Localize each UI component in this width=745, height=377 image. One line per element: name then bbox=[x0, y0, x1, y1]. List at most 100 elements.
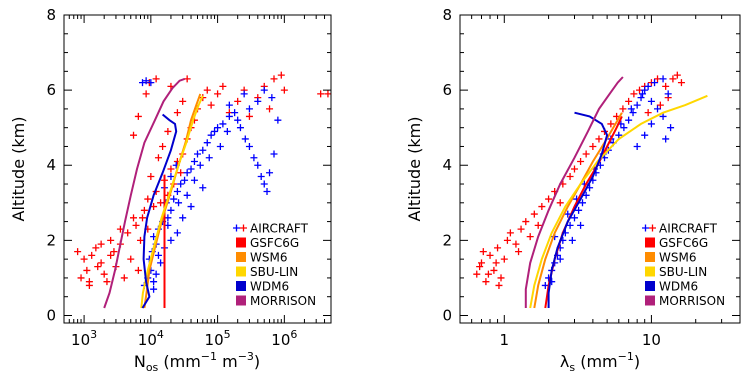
aircraft-point-und bbox=[495, 281, 503, 289]
aircraft-point-nasa bbox=[556, 255, 564, 263]
aircraft-point-und bbox=[83, 266, 91, 274]
aircraft-point-nasa bbox=[629, 109, 637, 117]
aircraft-point-nasa bbox=[254, 161, 262, 169]
aircraft-point-und bbox=[124, 229, 132, 237]
aircraft-point-nasa bbox=[179, 214, 187, 222]
aircraft-point-und bbox=[103, 278, 111, 286]
aircraft-point-nasa bbox=[167, 173, 175, 181]
aircraft-point-nasa bbox=[231, 109, 239, 117]
aircraft-point-nasa bbox=[139, 79, 147, 87]
aircraft-point-und bbox=[207, 101, 215, 109]
aircraft-point-und bbox=[266, 105, 274, 113]
y-tick-label: 0 bbox=[46, 306, 56, 324]
aircraft-point-nasa bbox=[157, 259, 165, 267]
legend-swatch-wdm6 bbox=[645, 281, 655, 291]
legend-label: WSM6 bbox=[659, 251, 696, 265]
aircraft-point-und bbox=[280, 86, 288, 94]
model-lines-group bbox=[524, 76, 708, 309]
aircraft-point-und bbox=[500, 255, 508, 263]
aircraft-point-nasa bbox=[167, 206, 175, 214]
series-line-wsm6 bbox=[533, 112, 623, 309]
legend-swatch-sbu-lin bbox=[236, 266, 246, 277]
aircraft-point-nasa bbox=[250, 154, 258, 162]
aircraft-point-und bbox=[77, 274, 85, 282]
aircraft-point-und bbox=[177, 169, 185, 177]
legend-marker-aircraft-nasa bbox=[642, 224, 649, 232]
aircraft-point-und bbox=[530, 210, 538, 218]
aircraft-point-und bbox=[673, 71, 681, 79]
aircraft-point-und bbox=[515, 248, 523, 256]
aircraft-point-nasa bbox=[236, 124, 244, 132]
aircraft-point-nasa bbox=[270, 150, 278, 158]
legend-label: GSFC6G bbox=[250, 236, 299, 250]
aircraft-point-nasa bbox=[207, 131, 215, 139]
aircraft-point-nasa bbox=[170, 195, 178, 203]
aircraft-point-und bbox=[139, 214, 147, 222]
aircraft-point-und bbox=[245, 112, 253, 120]
aircraft-point-und bbox=[494, 244, 502, 252]
aircraft-point-und bbox=[677, 79, 685, 87]
aircraft-point-und bbox=[566, 173, 574, 181]
x-axis-label: Nos (mm−1 m−3) bbox=[134, 350, 260, 374]
aircraft-point-nasa bbox=[274, 116, 282, 124]
legend-label: WSM6 bbox=[250, 251, 287, 265]
y-axis-label: Altitude (km) bbox=[9, 117, 28, 222]
aircraft-point-nasa bbox=[183, 169, 191, 177]
aircraft-point-nasa bbox=[654, 105, 662, 113]
aircraft-point-nasa bbox=[575, 206, 583, 214]
aircraft-point-nasa bbox=[225, 112, 233, 120]
legend-marker-aircraft-und bbox=[240, 224, 247, 232]
aircraft-point-und bbox=[152, 75, 160, 83]
aircraft-point-nasa bbox=[154, 251, 162, 259]
aircraft-point-und bbox=[97, 240, 105, 248]
aircraft-point-nasa bbox=[167, 236, 175, 244]
aircraft-point-nasa bbox=[203, 139, 211, 147]
aircraft-point-nasa bbox=[223, 127, 231, 135]
aircraft-point-nasa bbox=[260, 180, 268, 188]
aircraft-point-und bbox=[154, 154, 162, 162]
aircraft-point-und bbox=[497, 274, 505, 282]
aircraft-point-nasa bbox=[219, 120, 227, 128]
aircraft-point-und bbox=[88, 251, 96, 259]
aircraft-point-nasa bbox=[566, 221, 574, 229]
legend-marker-aircraft-nasa bbox=[233, 224, 240, 232]
aircraft-point-nasa bbox=[194, 150, 201, 158]
aircraft-point-und bbox=[100, 270, 108, 278]
aircraft-point-nasa bbox=[173, 188, 181, 196]
aircraft-point-und bbox=[570, 165, 578, 173]
aircraft-point-nasa bbox=[664, 90, 672, 98]
aircraft-point-nasa bbox=[625, 116, 633, 124]
aircraft-point-nasa bbox=[641, 131, 649, 139]
aircraft-point-und bbox=[545, 195, 553, 203]
aircraft-point-und bbox=[130, 214, 138, 222]
aircraft-point-und bbox=[478, 259, 485, 267]
aircraft-point-und bbox=[625, 97, 633, 105]
legend-label: WDM6 bbox=[659, 280, 698, 294]
aircraft-point-und bbox=[159, 142, 167, 150]
legend-label: SBU-LIN bbox=[659, 265, 707, 279]
aircraft-point-nasa bbox=[245, 142, 253, 150]
aircraft-point-nasa bbox=[659, 112, 667, 120]
aircraft-point-nasa bbox=[150, 285, 158, 293]
aircraft-point-und bbox=[482, 278, 490, 286]
aircraft-point-und bbox=[526, 233, 534, 241]
aircraft-point-und bbox=[582, 150, 590, 158]
x-tick-label: 10 bbox=[642, 331, 661, 349]
aircraft-point-nasa bbox=[266, 169, 274, 177]
aircraft-scatter-group bbox=[473, 71, 685, 289]
aircraft-point-und bbox=[490, 266, 498, 274]
aircraft-point-nasa bbox=[615, 131, 623, 139]
y-tick-label: 4 bbox=[46, 156, 56, 174]
aircraft-point-und bbox=[595, 135, 603, 143]
aircraft-point-nasa bbox=[199, 184, 207, 192]
aircraft-point-nasa bbox=[190, 157, 198, 165]
aircraft-point-nasa bbox=[667, 124, 675, 132]
series-line-morrison bbox=[524, 76, 624, 308]
aircraft-point-nasa bbox=[639, 90, 647, 98]
aircraft-point-nasa bbox=[647, 97, 655, 105]
aircraft-point-nasa bbox=[662, 135, 670, 143]
y-tick-label: 0 bbox=[442, 306, 452, 324]
legend-swatch-morrison bbox=[236, 295, 246, 306]
aircraft-point-nasa bbox=[620, 124, 628, 132]
